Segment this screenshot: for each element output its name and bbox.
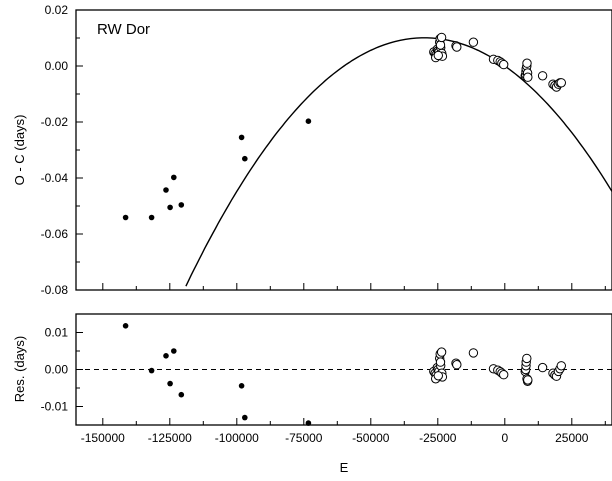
open-data-point bbox=[556, 361, 566, 371]
residual-x-axis: -150000 -125000 -100000 -75000 -50000 -25000 0… bbox=[81, 418, 606, 445]
y-tick-label: 0.00 bbox=[45, 59, 69, 73]
open-data-point bbox=[436, 32, 447, 43]
y-tick-label: 0.02 bbox=[45, 3, 69, 17]
open-data-point bbox=[436, 347, 447, 357]
open-data-point bbox=[522, 58, 532, 68]
filled-data-point bbox=[242, 155, 248, 162]
filled-data-point bbox=[238, 383, 245, 389]
y-tick-label: -0.04 bbox=[41, 171, 69, 185]
x-tick-label: -50000 bbox=[352, 431, 390, 445]
open-data-point bbox=[499, 370, 509, 380]
residual-panel: 0.01 0.00 -0.01 -150000 -125000 -100000 -7500… bbox=[12, 313, 612, 475]
oc-plot-frame bbox=[75, 9, 612, 291]
open-data-point bbox=[523, 72, 533, 82]
open-data-point bbox=[499, 59, 509, 70]
open-data-point bbox=[452, 360, 462, 370]
y-tick-label: -0.02 bbox=[41, 115, 69, 129]
filled-data-point bbox=[148, 214, 155, 221]
filled-data-point bbox=[305, 420, 312, 426]
y-tick-label: -0.08 bbox=[41, 283, 69, 297]
y-tick-label: 0.00 bbox=[45, 363, 69, 377]
filled-data-point bbox=[163, 187, 169, 193]
y-tick-label: -0.01 bbox=[41, 400, 69, 414]
open-data-point bbox=[468, 37, 479, 47]
open-data-point bbox=[468, 348, 479, 358]
x-tick-label: 25000 bbox=[555, 431, 589, 445]
oc-panel: 0.02 0.00 -0.02 -0.04 -0.06 -0.08 RW Dor O - … bbox=[12, 3, 612, 297]
open-data-point bbox=[435, 357, 446, 367]
filled-data-point bbox=[167, 380, 173, 387]
open-data-point bbox=[522, 353, 532, 364]
open-data-point bbox=[435, 40, 446, 50]
filled-data-point bbox=[178, 202, 185, 208]
x-tick-label: -125000 bbox=[148, 431, 192, 445]
filled-data-point bbox=[163, 353, 169, 359]
panel-title: RW Dor bbox=[97, 21, 150, 38]
filled-data-point bbox=[242, 414, 248, 421]
filled-data-point bbox=[171, 174, 177, 181]
open-data-point bbox=[452, 42, 462, 52]
quadratic-fit-curve bbox=[185, 37, 612, 287]
y-tick-label: -0.06 bbox=[41, 227, 69, 241]
residual-data-points bbox=[122, 323, 566, 426]
open-data-point bbox=[433, 50, 443, 61]
filled-data-point bbox=[167, 204, 173, 211]
oc-y-axis-label: O - C (days) bbox=[12, 115, 27, 186]
filled-data-point bbox=[148, 367, 155, 374]
open-data-point bbox=[523, 375, 533, 385]
open-data-point bbox=[433, 371, 443, 381]
open-data-point bbox=[537, 362, 548, 373]
filled-data-point bbox=[122, 214, 129, 221]
residual-y-axis: 0.01 0.00 -0.01 bbox=[41, 326, 83, 414]
residual-y-axis-label: Res. (days) bbox=[12, 336, 27, 402]
filled-data-point bbox=[178, 391, 185, 398]
x-tick-label: -25000 bbox=[419, 431, 457, 445]
residual-plot-frame bbox=[75, 313, 612, 426]
filled-data-point bbox=[171, 348, 177, 354]
open-data-point bbox=[556, 78, 566, 88]
x-tick-label: -100000 bbox=[215, 431, 259, 445]
x-tick-label: 0 bbox=[501, 431, 508, 445]
y-tick-label: 0.01 bbox=[45, 326, 69, 340]
oc-data-points bbox=[122, 32, 566, 221]
x-axis-label: E bbox=[340, 460, 349, 475]
filled-data-point bbox=[305, 118, 312, 124]
x-tick-label: -75000 bbox=[285, 431, 323, 445]
filled-data-point bbox=[238, 134, 245, 141]
oc-x-axis-ticks bbox=[102, 283, 606, 290]
x-tick-label: -150000 bbox=[81, 431, 125, 445]
oc-y-axis: 0.02 0.00 -0.02 -0.04 -0.06 -0.08 bbox=[41, 3, 83, 297]
filled-data-point bbox=[122, 323, 129, 329]
open-data-point bbox=[537, 71, 548, 81]
